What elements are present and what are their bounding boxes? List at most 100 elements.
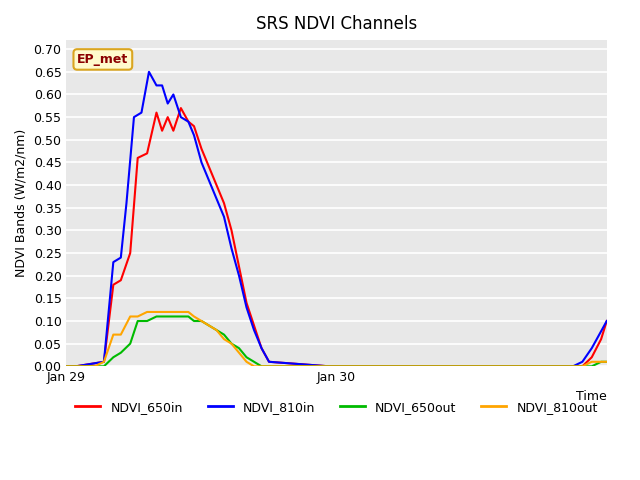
NDVI_650in [235,264,243,270]
Line: NDVI_650in: NDVI_650in [67,108,607,366]
Y-axis label: NDVI Bands (W/m2/nm): NDVI Bands (W/m2/nm) [15,129,28,277]
NDVI_810out [152,309,160,315]
Line: NDVI_810out: NDVI_810out [67,312,607,366]
NDVI_650in [597,336,605,342]
NDVI_650in [212,182,220,188]
NDVI_650out [603,359,611,365]
NDVI_810in [100,359,108,365]
Line: NDVI_650out: NDVI_650out [67,316,607,366]
NDVI_650out [184,313,192,319]
NDVI_810in [123,200,131,206]
NDVI_810out [198,318,205,324]
NDVI_650in [250,323,258,328]
NDVI_810in [117,255,125,261]
NDVI_650out [158,313,166,319]
NDVI_810in [603,318,611,324]
NDVI_810in [145,69,153,75]
NDVI_650out [205,323,213,328]
NDVI_650out [333,363,340,369]
NDVI_810out [170,309,177,315]
NDVI_650in [170,128,177,133]
NDVI_650out [579,363,586,369]
NDVI_650out [597,359,605,365]
NDVI_650in [198,146,205,152]
NDVI_650out [228,341,236,347]
NDVI_650out [134,318,141,324]
NDVI_810out [243,359,250,365]
NDVI_650in [126,250,134,256]
NDVI_650in [152,110,160,116]
NDVI_810in [164,101,172,107]
NDVI_650out [198,318,205,324]
NDVI_810in [220,214,228,220]
NDVI_650in [184,119,192,124]
NDVI_810out [134,313,141,319]
NDVI_810out [603,359,611,365]
NDVI_650out [212,327,220,333]
NDVI_650in [205,164,213,170]
NDVI_650out [250,359,258,365]
NDVI_810out [190,313,198,319]
NDVI_810in [325,363,333,369]
NDVI_650in [100,359,108,365]
NDVI_810in [72,363,79,369]
NDVI_810in [235,273,243,278]
NDVI_650in [109,282,117,288]
NDVI_650in [143,151,151,156]
NDVI_810in [588,345,596,351]
NDVI_650out [325,363,333,369]
NDVI_810in [212,196,220,202]
NDVI_810out [220,336,228,342]
NDVI_650in [164,114,172,120]
NDVI_650in [177,105,185,111]
NDVI_650in [588,354,596,360]
NDVI_650in [220,200,228,206]
NDVI_810out [100,359,108,365]
NDVI_650out [63,363,70,369]
NDVI_810in [205,178,213,183]
X-axis label: Time: Time [576,390,607,403]
NDVI_650out [164,313,172,319]
NDVI_810out [91,363,99,369]
NDVI_650in [117,277,125,283]
NDVI_650out [258,363,266,369]
NDVI_810out [109,332,117,337]
NDVI_650in [228,228,236,233]
NDVI_810out [126,313,134,319]
NDVI_810out [212,327,220,333]
NDVI_810in [63,363,70,369]
Title: SRS NDVI Channels: SRS NDVI Channels [256,15,417,33]
NDVI_810in [109,259,117,265]
NDVI_810in [258,345,266,351]
NDVI_650in [258,345,266,351]
NDVI_810out [72,363,79,369]
NDVI_810in [228,246,236,252]
NDVI_650in [72,363,79,369]
NDVI_810out [228,341,236,347]
NDVI_650in [190,123,198,129]
NDVI_810in [250,327,258,333]
NDVI_810out [143,309,151,315]
NDVI_810in [198,159,205,165]
NDVI_810in [243,304,250,310]
NDVI_810in [177,114,185,120]
NDVI_810in [579,359,586,365]
NDVI_650out [170,313,177,319]
NDVI_810out [265,363,273,369]
NDVI_810out [63,363,70,369]
NDVI_650out [569,363,577,369]
NDVI_810in [152,83,160,88]
NDVI_650out [588,363,596,369]
NDVI_650in [603,318,611,324]
NDVI_810in [130,114,138,120]
Legend: NDVI_650in, NDVI_810in, NDVI_650out, NDVI_810out: NDVI_650in, NDVI_810in, NDVI_650out, NDV… [70,396,603,419]
NDVI_810out [117,332,125,337]
NDVI_810in [569,363,577,369]
NDVI_810out [333,363,340,369]
NDVI_810out [235,350,243,356]
NDVI_810out [250,363,258,369]
NDVI_810out [325,363,333,369]
NDVI_810in [158,83,166,88]
NDVI_650out [100,363,108,369]
NDVI_650out [109,354,117,360]
